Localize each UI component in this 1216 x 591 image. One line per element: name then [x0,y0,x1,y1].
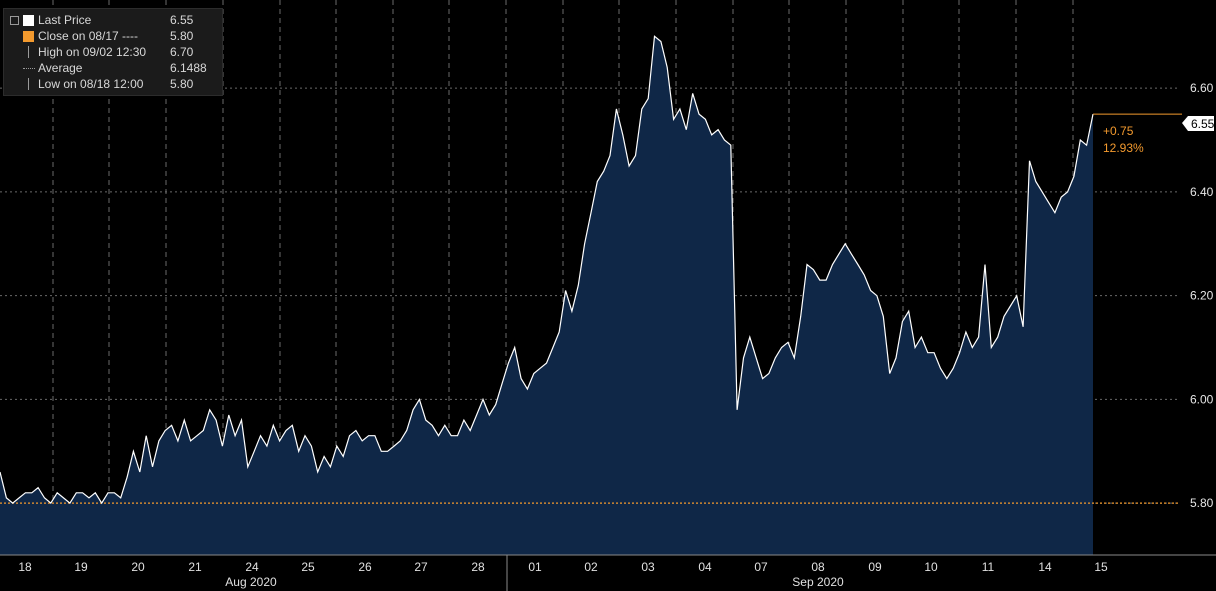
x-tick-label: 04 [698,560,712,574]
month-label-sep: Sep 2020 [792,575,844,589]
legend-value: 5.80 [170,29,194,43]
y-axis: 5.80 6.00 6.20 6.40 6.60 [1190,81,1214,510]
legend-value: 5.80 [170,77,194,91]
legend-label: Close on 08/17 ---- [38,29,139,43]
legend-label: Last Price [38,13,92,27]
x-tick-label: 15 [1094,560,1108,574]
x-tick-label: 18 [18,560,32,574]
price-area [0,36,1093,556]
x-tick-label: 27 [414,560,428,574]
x-tick-label: 26 [358,560,372,574]
average-line-icon [23,68,35,69]
x-tick-label: 03 [641,560,655,574]
price-line [0,35,1094,505]
orange-square-icon [23,31,34,42]
x-tick-label: 08 [811,560,825,574]
x-tick-label: 25 [301,560,315,574]
x-axis: 18 19 20 21 24 25 26 27 28 01 02 03 04 07 08 09 10 11 14 15… [0,554,1216,591]
x-tick-label: 10 [924,560,938,574]
low-marker-icon [28,78,29,90]
x-tick-label: 19 [74,560,88,574]
y-tick-label: 6.20 [1190,289,1214,303]
x-tick-label: 11 [982,560,995,574]
legend-value: 6.70 [170,45,194,59]
x-tick-label: 07 [754,560,768,574]
x-tick-label: 02 [584,560,598,574]
x-tick-label: 01 [528,560,542,574]
legend-label: Low on 08/18 12:00 [38,77,144,91]
y-tick-label: 6.00 [1190,392,1214,406]
high-marker-icon [28,46,29,58]
legend-label: High on 09/02 12:30 [38,45,147,59]
y-tick-label: 6.40 [1190,185,1214,199]
collapse-toggle-icon[interactable] [10,16,19,25]
change-abs-label: +0.75 [1103,124,1134,138]
last-price-tag: 6.55 [1182,116,1215,131]
x-tick-label: 20 [131,560,145,574]
y-tick-label: 5.80 [1190,496,1214,510]
legend-value: 6.55 [170,13,194,27]
change-pct-label: 12.93% [1103,141,1144,155]
x-tick-label: 21 [188,560,202,574]
x-tick-label: 14 [1038,560,1052,574]
x-tick-label: 28 [471,560,485,574]
y-tick-label: 6.60 [1190,81,1214,95]
legend: Last Price 6.55 Close on 08/17 ---- 5.80… [3,8,223,96]
legend-value: 6.1488 [170,61,207,75]
month-label-aug: Aug 2020 [225,575,277,589]
legend-label: Average [38,61,83,75]
x-tick-label: 24 [245,560,259,574]
last-price-tag-label: 6.55 [1191,117,1215,131]
x-tick-label: 09 [868,560,882,574]
white-square-icon [23,15,34,26]
